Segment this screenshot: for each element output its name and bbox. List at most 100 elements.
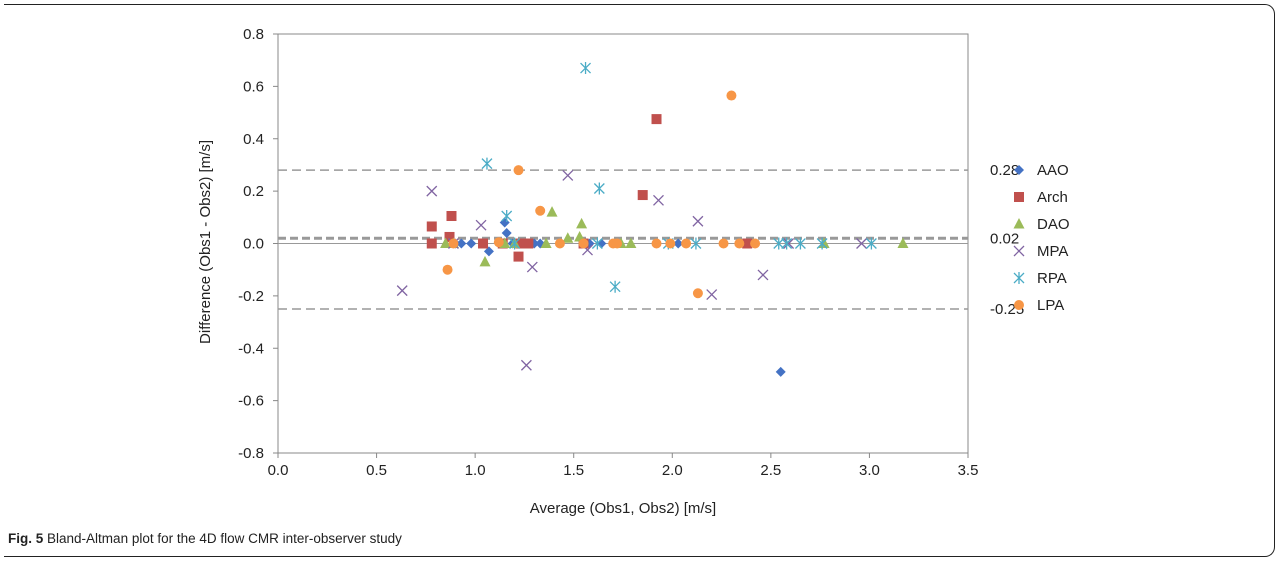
data-point-lpa — [734, 238, 745, 249]
data-point-mpa — [706, 289, 718, 301]
data-point-dao — [818, 237, 830, 248]
data-point-rpa — [593, 182, 605, 195]
legend-label-aao: AAO — [1037, 162, 1069, 179]
reference-line-label: 0.02 — [990, 230, 1019, 247]
data-point-rpa — [509, 237, 521, 250]
data-point-arch — [637, 190, 648, 201]
data-point-lpa — [578, 238, 589, 249]
data-point-lpa — [718, 238, 729, 249]
data-point-dao — [625, 237, 637, 248]
x-tick-label: 1.0 — [465, 462, 486, 479]
data-point-mpa — [783, 238, 795, 249]
data-point-rpa — [865, 237, 877, 250]
data-point-dao — [479, 255, 491, 267]
legend-marker-aao — [1014, 165, 1024, 175]
data-point-dao — [562, 232, 574, 243]
data-point-arch — [426, 238, 437, 249]
legend-marker-lpa — [1014, 300, 1024, 310]
data-point-lpa — [692, 288, 703, 299]
data-point-aao — [775, 366, 786, 377]
data-point-rpa — [816, 237, 828, 250]
data-point-rpa — [773, 237, 785, 250]
data-point-arch — [513, 251, 524, 262]
data-point-aao — [596, 238, 607, 249]
data-point-mpa — [526, 261, 538, 273]
data-point-arch — [446, 211, 457, 222]
reference-line-label: 0.28 — [990, 162, 1019, 179]
data-point-lpa — [665, 238, 676, 249]
data-point-rpa — [501, 210, 513, 223]
x-tick-label: 1.5 — [563, 462, 584, 479]
data-point-rpa — [609, 280, 621, 293]
data-point-lpa — [493, 237, 504, 248]
data-point-arch — [444, 231, 455, 242]
data-point-aao — [673, 238, 684, 249]
y-tick-label: -0.2 — [238, 288, 264, 305]
data-point-arch — [478, 238, 489, 249]
data-point-mpa — [562, 169, 574, 181]
figure-caption-label: Fig. 5 — [8, 531, 44, 546]
data-point-dao — [546, 206, 558, 217]
data-point-mpa — [396, 285, 408, 297]
data-point-lpa — [535, 205, 546, 216]
legend-label-rpa: RPA — [1037, 270, 1067, 287]
data-point-rpa — [794, 237, 806, 250]
data-point-lpa — [554, 238, 565, 249]
data-point-arch — [742, 238, 753, 249]
data-point-rpa — [690, 237, 702, 250]
data-point-lpa — [750, 238, 761, 249]
legend-marker-rpa — [1013, 272, 1025, 284]
data-point-lpa — [726, 90, 737, 101]
y-tick-label: -0.4 — [238, 340, 264, 357]
y-tick-label: -0.6 — [238, 393, 264, 410]
legend-marker-arch — [1014, 192, 1024, 202]
legend-label-arch: Arch — [1037, 189, 1068, 206]
data-point-rpa — [781, 237, 793, 250]
data-point-aao — [483, 246, 494, 257]
data-point-aao — [456, 238, 467, 249]
legend-marker-mpa — [1013, 245, 1025, 257]
data-point-arch — [523, 238, 534, 249]
data-point-rpa — [580, 62, 592, 75]
data-point-dao — [576, 217, 588, 229]
y-tick-label: 0.6 — [243, 78, 264, 95]
data-point-dao — [540, 237, 552, 248]
data-point-mpa — [520, 359, 532, 371]
y-tick-label: -0.8 — [238, 445, 264, 462]
figure-frame — [4, 4, 1275, 557]
figure-caption-text: Bland-Altman plot for the 4D flow CMR in… — [47, 531, 402, 546]
x-tick-label: 0.0 — [268, 462, 289, 479]
data-point-lpa — [442, 264, 453, 275]
figure-caption: Fig. 5 Bland-Altman plot for the 4D flow… — [8, 531, 402, 546]
data-point-lpa — [448, 238, 459, 249]
legend-label-mpa: MPA — [1037, 243, 1068, 260]
data-point-dao — [440, 237, 452, 248]
data-point-lpa — [651, 238, 662, 249]
plot-area: 0.0 0.5 1.0 1.5 2.0 2.5 3.0 3.50.80.60.40.20.0-… — [238, 26, 1069, 479]
legend-label-lpa: LPA — [1037, 297, 1064, 314]
legend-label-dao: DAO — [1037, 216, 1070, 233]
y-tick-label: 0.8 — [243, 26, 264, 43]
data-point-dao — [897, 237, 909, 248]
data-point-mpa — [426, 185, 438, 197]
data-point-arch — [515, 238, 526, 249]
x-tick-label: 2.0 — [662, 462, 683, 479]
data-point-lpa — [612, 238, 623, 249]
x-tick-label: 3.0 — [859, 462, 880, 479]
data-point-mpa — [475, 219, 487, 231]
data-point-arch — [426, 221, 437, 232]
data-point-rpa — [481, 157, 493, 170]
data-point-mpa — [856, 238, 868, 249]
data-point-aao — [466, 238, 477, 249]
data-point-lpa — [681, 238, 692, 249]
data-point-arch — [651, 114, 662, 125]
y-tick-label: 0.4 — [243, 131, 264, 148]
y-axis-title: Difference (Obs1 - Obs2) [m/s] — [197, 140, 214, 344]
data-point-mpa — [653, 194, 664, 206]
data-point-rpa — [591, 237, 603, 250]
y-tick-label: 0.0 — [243, 236, 264, 253]
data-point-mpa — [757, 269, 769, 281]
bland-altman-chart: 0.0 0.5 1.0 1.5 2.0 2.5 3.0 3.50.80.60.40.20.0-… — [197, 26, 1070, 517]
x-tick-label: 2.5 — [760, 462, 781, 479]
data-point-aao — [501, 228, 512, 239]
